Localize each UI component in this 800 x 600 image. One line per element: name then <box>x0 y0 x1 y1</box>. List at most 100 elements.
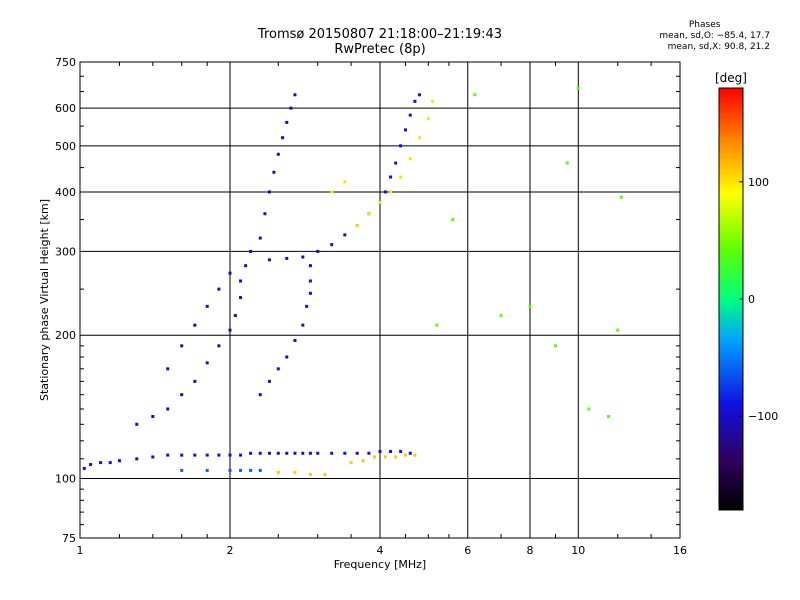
data-point <box>399 449 403 453</box>
data-point <box>267 258 271 262</box>
phase-stats-x: mean, sd,X: 90.8, 21.2 <box>667 42 770 52</box>
data-point <box>565 161 569 165</box>
chart-title: Tromsø 20150807 21:18:00–21:19:43 <box>257 27 503 42</box>
data-point <box>258 393 262 397</box>
data-point <box>619 195 623 199</box>
data-point <box>180 344 184 348</box>
data-point <box>205 453 209 457</box>
data-point <box>258 451 262 455</box>
data-point <box>217 453 221 457</box>
data-point <box>301 323 305 327</box>
data-point <box>205 468 209 472</box>
data-point <box>616 328 620 332</box>
data-point <box>408 451 412 455</box>
data-point <box>403 128 407 132</box>
data-point <box>272 170 276 174</box>
data-point <box>239 468 243 472</box>
x-tick-label: 10 <box>571 544 585 557</box>
data-point <box>193 323 197 327</box>
data-point <box>258 468 262 472</box>
x-tick-label: 1 <box>77 544 84 557</box>
data-point <box>193 453 197 457</box>
data-point <box>82 466 86 470</box>
x-tick-label: 16 <box>673 544 687 557</box>
y-tick-label: 100 <box>55 473 76 486</box>
phase-stats-o: mean, sd,O: −85.4, 17.7 <box>659 31 770 41</box>
data-point <box>373 455 377 459</box>
data-point <box>276 451 280 455</box>
data-point <box>228 271 232 275</box>
data-point <box>285 120 289 124</box>
y-axis-label: Stationary phase Virtual Height [km] <box>38 199 51 401</box>
data-point <box>228 453 232 457</box>
data-point <box>408 113 412 117</box>
data-point <box>276 152 280 156</box>
data-point <box>293 338 297 342</box>
data-point <box>308 451 312 455</box>
data-point <box>285 256 289 260</box>
data-point <box>239 296 243 300</box>
chart-subtitle: RwPretec (8p) <box>334 42 426 57</box>
y-tick-label: 75 <box>62 532 76 545</box>
data-point <box>166 367 170 371</box>
data-point <box>394 455 398 459</box>
data-point <box>285 355 289 359</box>
y-tick-label: 400 <box>55 186 76 199</box>
phase-colorbar: [deg] 100 0 −100 <box>715 71 778 511</box>
data-point <box>276 367 280 371</box>
x-tick-label: 2 <box>227 544 234 557</box>
data-point <box>228 328 232 332</box>
data-point <box>244 264 248 268</box>
data-point <box>249 468 253 472</box>
x-tick-label: 8 <box>527 544 534 557</box>
data-point <box>193 379 197 383</box>
data-point <box>528 304 532 308</box>
data-point <box>135 457 139 461</box>
data-point <box>330 243 334 247</box>
data-point <box>389 190 393 194</box>
data-point <box>99 461 103 465</box>
data-point <box>316 249 320 253</box>
data-point <box>367 212 371 216</box>
data-point <box>349 461 353 465</box>
data-point <box>289 106 293 110</box>
data-point <box>413 99 417 103</box>
data-point <box>431 99 435 103</box>
data-point <box>355 224 359 228</box>
data-point <box>249 451 253 455</box>
data-point <box>417 93 421 97</box>
data-point <box>355 451 359 455</box>
colorbar-tick-label: 100 <box>748 176 769 189</box>
data-point <box>389 449 393 453</box>
data-point <box>499 314 503 318</box>
axes: 1 2 4 6 8 10 16 75 100 200 300 400 500 600 750 Frequenc… <box>38 56 687 571</box>
x-tick-label: 6 <box>464 544 471 557</box>
data-point <box>389 175 393 179</box>
data-point <box>293 470 297 474</box>
data-point <box>166 407 170 411</box>
data-point <box>403 453 407 457</box>
x-tick-label: 4 <box>377 544 384 557</box>
phase-stats: Phases mean, sd,O: −85.4, 17.7 mean, sd,… <box>659 20 770 53</box>
data-point <box>394 161 398 165</box>
data-point <box>276 470 280 474</box>
data-point <box>587 407 591 411</box>
data-point <box>249 249 253 253</box>
data-point <box>323 472 327 476</box>
data-point <box>408 157 412 161</box>
y-tick-label: 750 <box>55 56 76 69</box>
data-point <box>301 255 305 259</box>
data-point <box>108 461 112 465</box>
data-point <box>413 453 417 457</box>
data-point <box>301 451 305 455</box>
data-point <box>263 212 267 216</box>
data-point <box>180 393 184 397</box>
data-point <box>217 344 221 348</box>
data-point <box>399 175 403 179</box>
data-point <box>180 468 184 472</box>
data-point <box>330 451 334 455</box>
data-point <box>383 190 387 194</box>
data-point <box>258 236 262 240</box>
colorbar-tick-label: −100 <box>748 410 778 423</box>
y-tick-label: 500 <box>55 140 76 153</box>
